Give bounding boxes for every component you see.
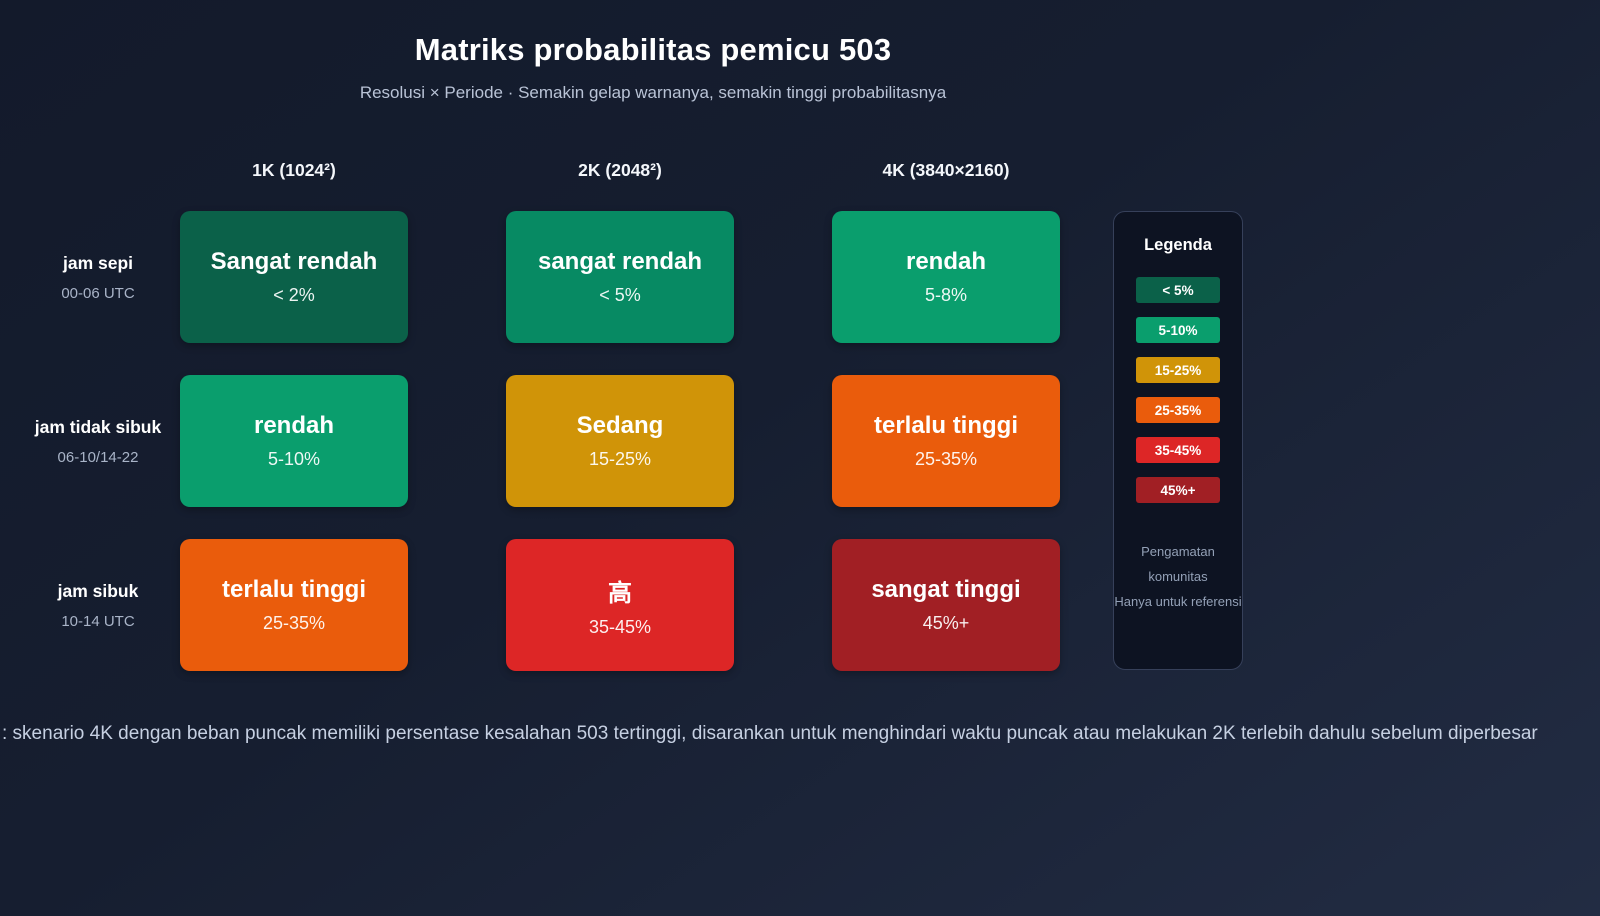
legend-swatch-45plus: 45%+ bbox=[1136, 477, 1220, 503]
legend-note-source: Pengamatan komunitas bbox=[1141, 544, 1215, 584]
matrix-cell-r1c2: sangat rendah < 5% bbox=[506, 211, 734, 343]
cell-label: terlalu tinggi bbox=[222, 576, 366, 603]
cell-value: 5-10% bbox=[267, 449, 321, 469]
row-label-text: jam sepi bbox=[62, 252, 134, 273]
cell-value: 35-45% bbox=[588, 616, 652, 637]
row-label-time-range: 06-10/14-22 bbox=[57, 448, 139, 466]
cell-value: < 5% bbox=[599, 285, 641, 305]
column-header-4k: 4K (3840×2160) bbox=[882, 160, 1010, 180]
row-labels: jam sepi 00-06 UTC jam tidak sibuk 06-10… bbox=[0, 211, 196, 671]
legend-notes: Pengamatan komunitas Hanya untuk referen… bbox=[1114, 539, 1242, 614]
column-header-2k: 2K (2048²) bbox=[578, 160, 662, 180]
row-label-jam-sibuk: jam sibuk 10-14 UTC bbox=[0, 539, 196, 671]
page-subtitle: Resolusi × Periode · Semakin gelap warna… bbox=[359, 83, 947, 102]
cell-label: Sedang bbox=[576, 412, 664, 439]
legend-panel: Legenda < 5% 5-10% 15-25% 25-35% 35-45% … bbox=[1113, 211, 1243, 670]
row-label-jam-sepi: jam sepi 00-06 UTC bbox=[0, 211, 196, 343]
cell-label: terlalu tinggi bbox=[874, 412, 1018, 439]
cell-value: < 2% bbox=[273, 285, 315, 305]
cell-label: Sangat rendah bbox=[210, 248, 378, 275]
cell-label: rendah bbox=[253, 412, 334, 439]
probability-matrix: Sangat rendah < 2% sangat rendah < 5% re… bbox=[180, 211, 1060, 671]
row-label-text: jam sibuk bbox=[57, 580, 139, 601]
cell-value: 5-8% bbox=[924, 285, 968, 305]
legend-swatch-35-45: 35-45% bbox=[1136, 437, 1220, 463]
matrix-cell-r3c1: terlalu tinggi 25-35% bbox=[180, 539, 408, 671]
row-label-jam-tidak-sibuk: jam tidak sibuk 06-10/14-22 bbox=[0, 375, 196, 507]
legend-title: Legenda bbox=[1144, 236, 1212, 254]
matrix-cell-r1c1: Sangat rendah < 2% bbox=[180, 211, 408, 343]
cell-label: sangat rendah bbox=[537, 248, 703, 275]
matrix-cell-r2c1: rendah 5-10% bbox=[180, 375, 408, 507]
column-headers: 1K (1024²) 2K (2048²) 4K (3840×2160) bbox=[180, 160, 1060, 181]
cell-value: 45%+ bbox=[922, 613, 970, 633]
cell-value: 25-35% bbox=[262, 613, 326, 633]
cell-label: sangat tinggi bbox=[871, 576, 1021, 603]
matrix-cell-r2c3: terlalu tinggi 25-35% bbox=[832, 375, 1060, 507]
chart-header: Matriks probabilitas pemicu 503 Resolusi… bbox=[0, 32, 1306, 103]
page-title: Matriks probabilitas pemicu 503 bbox=[414, 32, 892, 67]
footnote-text: : skenario 4K dengan beban puncak memili… bbox=[2, 723, 1538, 744]
legend-swatch-15-25: 15-25% bbox=[1136, 357, 1220, 383]
cell-value: 25-35% bbox=[914, 449, 978, 469]
legend-swatch-lt5: < 5% bbox=[1136, 277, 1220, 303]
legend-swatch-25-35: 25-35% bbox=[1136, 397, 1220, 423]
row-label-time-range: 10-14 UTC bbox=[61, 612, 135, 630]
matrix-cell-r1c3: rendah 5-8% bbox=[832, 211, 1060, 343]
legend-note-reference: Hanya untuk referensi bbox=[1114, 594, 1242, 609]
cell-value: 15-25% bbox=[588, 449, 652, 469]
cell-label: 高 bbox=[608, 579, 632, 607]
matrix-cell-r2c2: Sedang 15-25% bbox=[506, 375, 734, 507]
cell-label: rendah bbox=[905, 248, 986, 275]
legend-swatch-5-10: 5-10% bbox=[1136, 317, 1220, 343]
row-label-text: jam tidak sibuk bbox=[34, 416, 162, 437]
matrix-cell-r3c3: sangat tinggi 45%+ bbox=[832, 539, 1060, 671]
column-header-1k: 1K (1024²) bbox=[252, 160, 336, 180]
matrix-cell-r3c2: 高 35-45% bbox=[506, 539, 734, 671]
row-label-time-range: 00-06 UTC bbox=[61, 284, 135, 302]
